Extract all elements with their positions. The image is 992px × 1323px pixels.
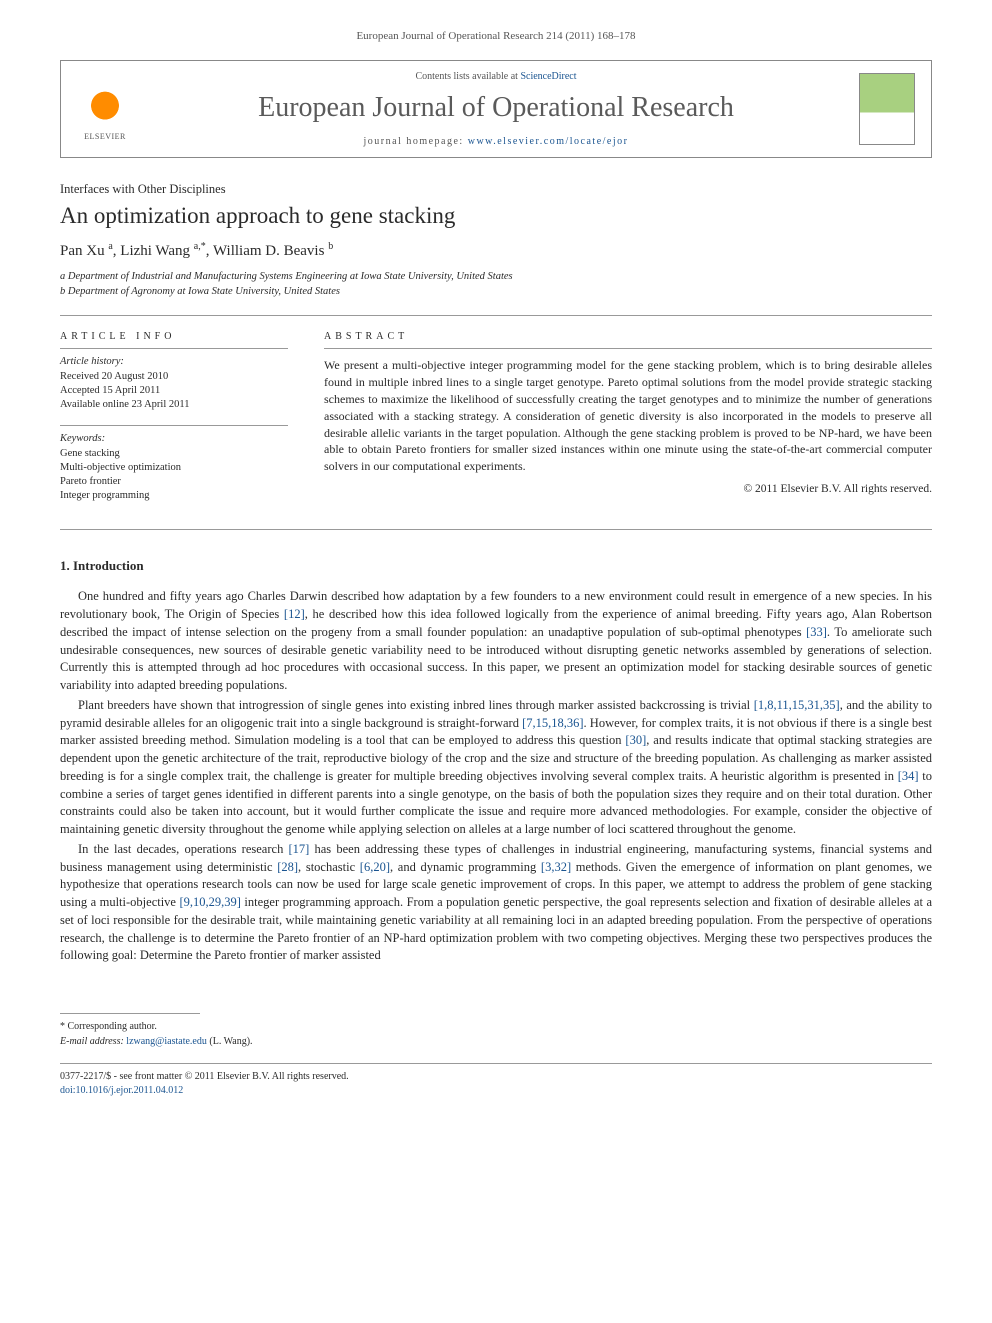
- divider: [60, 315, 932, 316]
- homepage-prefix: journal homepage:: [364, 136, 468, 147]
- info-abstract-row: ARTICLE INFO Article history: Received 2…: [60, 330, 932, 515]
- abstract-column: ABSTRACT We present a multi-objective in…: [324, 330, 932, 497]
- keyword: Integer programming: [60, 489, 288, 503]
- citation-ref[interactable]: [33]: [806, 625, 827, 639]
- history-label: Article history:: [60, 355, 288, 369]
- citation-ref[interactable]: [12]: [284, 607, 305, 621]
- section-heading-intro: 1. Introduction: [60, 558, 932, 574]
- citation-ref[interactable]: [7,15,18,36]: [522, 716, 583, 730]
- body-paragraph: One hundred and fifty years ago Charles …: [60, 588, 932, 695]
- body-paragraph: In the last decades, operations research…: [60, 841, 932, 965]
- history-item: Accepted 15 April 2011: [60, 384, 288, 398]
- keyword: Pareto frontier: [60, 475, 288, 489]
- email-link[interactable]: lzwang@iastate.edu: [126, 1036, 207, 1047]
- keywords-label: Keywords:: [60, 432, 288, 446]
- history-item: Available online 23 April 2011: [60, 398, 288, 412]
- elsevier-tree-icon: [83, 88, 127, 132]
- citation-ref[interactable]: [6,20]: [360, 860, 390, 874]
- article-info-column: ARTICLE INFO Article history: Received 2…: [60, 330, 288, 515]
- contents-prefix: Contents lists available at: [415, 71, 520, 82]
- copyright-line: © 2011 Elsevier B.V. All rights reserved…: [324, 481, 932, 497]
- article-section-label: Interfaces with Other Disciplines: [60, 182, 932, 197]
- citation-ref[interactable]: [34]: [898, 769, 919, 783]
- article-history-block: Article history: Received 20 August 2010…: [60, 355, 288, 413]
- divider: [60, 425, 288, 426]
- body-text: , stochastic: [298, 860, 360, 874]
- email-suffix: (L. Wang).: [207, 1036, 253, 1047]
- abstract-heading: ABSTRACT: [324, 330, 932, 349]
- keyword: Multi-objective optimization: [60, 461, 288, 475]
- sciencedirect-link[interactable]: ScienceDirect: [520, 71, 576, 82]
- doi-link[interactable]: doi:10.1016/j.ejor.2011.04.012: [60, 1084, 932, 1098]
- publisher-label: ELSEVIER: [84, 132, 126, 141]
- article-title: An optimization approach to gene stackin…: [60, 203, 932, 229]
- elsevier-logo: ELSEVIER: [77, 77, 133, 141]
- keyword: Gene stacking: [60, 447, 288, 461]
- corresponding-author: * Corresponding author.: [60, 1020, 932, 1034]
- divider: [60, 529, 932, 530]
- journal-citation: European Journal of Operational Research…: [60, 30, 932, 42]
- affiliation: a Department of Industrial and Manufactu…: [60, 270, 932, 285]
- journal-title: European Journal of Operational Research: [145, 92, 847, 124]
- journal-header-banner: ELSEVIER Contents lists available at Sci…: [60, 60, 932, 158]
- homepage-url[interactable]: www.elsevier.com/locate/ejor: [468, 136, 629, 147]
- history-item: Received 20 August 2010: [60, 370, 288, 384]
- body-paragraph: Plant breeders have shown that introgres…: [60, 697, 932, 839]
- divider: [60, 1063, 932, 1064]
- affiliation: b Department of Agronomy at Iowa State U…: [60, 285, 932, 300]
- citation-ref[interactable]: [28]: [277, 860, 298, 874]
- affiliations: a Department of Industrial and Manufactu…: [60, 270, 932, 299]
- keywords-block: Keywords: Gene stacking Multi-objective …: [60, 432, 288, 504]
- body-text: Plant breeders have shown that introgres…: [78, 698, 754, 712]
- journal-homepage-line: journal homepage: www.elsevier.com/locat…: [145, 136, 847, 147]
- citation-ref[interactable]: [1,8,11,15,31,35]: [754, 698, 840, 712]
- email-label: E-mail address:: [60, 1036, 126, 1047]
- email-line: E-mail address: lzwang@iastate.edu (L. W…: [60, 1035, 932, 1049]
- body-text: , and dynamic programming: [390, 860, 541, 874]
- abstract-text: We present a multi-objective integer pro…: [324, 357, 932, 475]
- citation-ref[interactable]: [30]: [625, 733, 646, 747]
- divider: [60, 1013, 200, 1014]
- authors-line: Pan Xu a, Lizhi Wang a,*, William D. Bea…: [60, 241, 932, 260]
- citation-ref[interactable]: [9,10,29,39]: [179, 895, 240, 909]
- journal-cover-thumbnail: [859, 73, 915, 145]
- contents-available-line: Contents lists available at ScienceDirec…: [145, 71, 847, 82]
- page-footer: * Corresponding author. E-mail address: …: [60, 1013, 932, 1098]
- citation-ref[interactable]: [17]: [289, 842, 310, 856]
- citation-ref[interactable]: [3,32]: [541, 860, 571, 874]
- issn-line: 0377-2217/$ - see front matter © 2011 El…: [60, 1070, 932, 1084]
- article-info-heading: ARTICLE INFO: [60, 330, 288, 349]
- body-text: In the last decades, operations research: [78, 842, 289, 856]
- header-center: Contents lists available at ScienceDirec…: [145, 71, 847, 147]
